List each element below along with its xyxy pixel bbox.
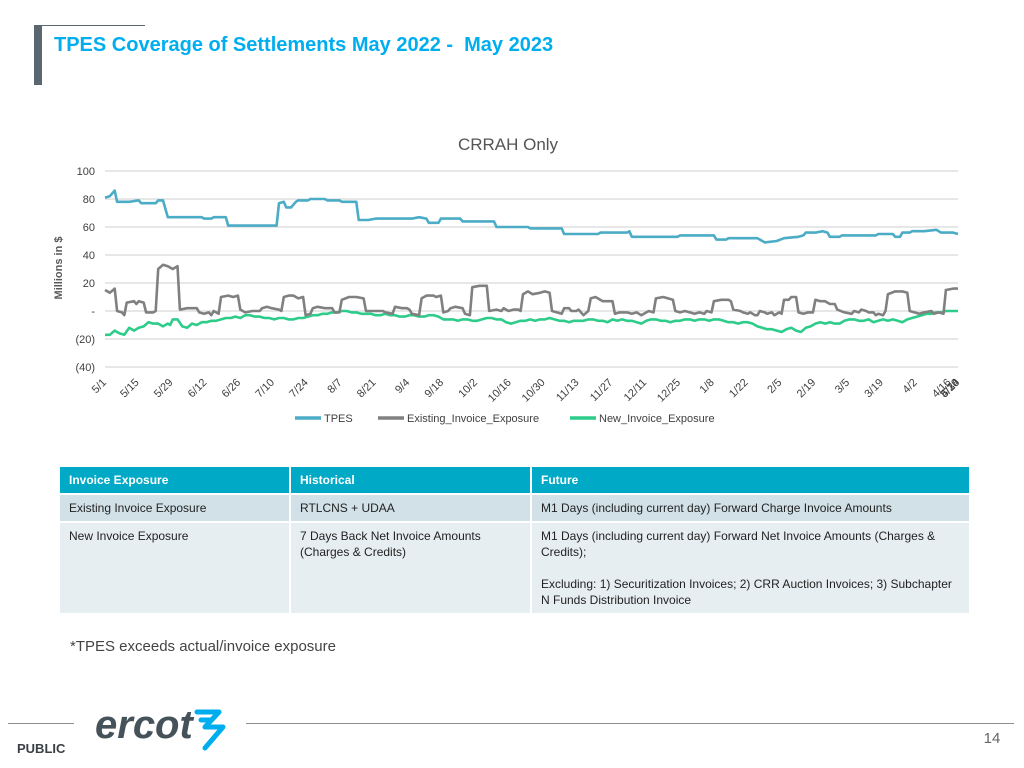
title-accent-bar (34, 25, 42, 85)
table-cell: M1 Days (including current day) Forward … (532, 495, 969, 521)
series-line-new-invoice-exposure (105, 309, 958, 337)
footnote: *TPES exceeds actual/invoice exposure (70, 638, 336, 655)
y-tick-label: 20 (83, 278, 95, 290)
x-tick-label: 1/8 (698, 377, 717, 396)
y-tick-label: - (91, 306, 95, 318)
table-cell: RTLCNS + UDAA (291, 495, 530, 521)
chart-title: CRRAH Only (458, 135, 559, 154)
x-tick-label: 8/7 (325, 377, 344, 396)
table-row: New Invoice Exposure 7 Days Back Net Inv… (60, 523, 969, 613)
y-tick-label: 40 (83, 250, 95, 262)
table-header-future: Future (532, 467, 969, 493)
x-tick-label: 9/4 (393, 377, 412, 396)
x-tick-label: 5/1 (90, 377, 109, 396)
invoice-exposure-table: Invoice Exposure Historical Future Exist… (58, 465, 971, 615)
x-tick-label: 2/5 (765, 377, 784, 396)
x-tick-label: 3/5 (833, 377, 852, 396)
chart-legend: TPES Existing_Invoice_Exposure New_Invoice… (295, 413, 715, 425)
legend-label: TPES (324, 413, 353, 425)
table-header-invoice-exposure: Invoice Exposure (60, 467, 289, 493)
crrah-line-chart: CRRAH Only Millions in $ 100 80 60 40 20 - (20… (53, 135, 962, 425)
table-header-row: Invoice Exposure Historical Future (60, 467, 969, 493)
y-tick-label: 100 (77, 166, 95, 178)
x-tick-label: 8/21 (355, 377, 379, 401)
x-tick-label: 10/16 (486, 377, 514, 405)
table-cell: 7 Days Back Net Invoice Amounts (Charges… (291, 523, 530, 613)
x-tick-label: 3/19 (862, 377, 886, 401)
table-header-historical: Historical (291, 467, 530, 493)
x-tick-label: 7/24 (287, 377, 311, 401)
x-tick-label: 6/12 (186, 377, 210, 401)
x-tick-label: 7/10 (253, 377, 277, 401)
classification-label: PUBLIC (17, 741, 66, 756)
slide-title: TPES Coverage of Settlements May 2022 - … (54, 34, 554, 56)
x-tick-label: 4/2 (901, 377, 920, 396)
x-tick-label: 9/18 (423, 377, 447, 401)
footer-divider-right (246, 723, 1014, 724)
legend-label: Existing_Invoice_Exposure (407, 413, 539, 425)
x-tick-label: 10/30 (520, 377, 548, 405)
chart-series-lines (104, 189, 959, 337)
table-row: Existing Invoice Exposure RTLCNS + UDAA … (60, 495, 969, 521)
footer-divider-left (8, 723, 74, 724)
series-line-existing-invoice-exposure (104, 263, 958, 317)
table-cell-future-new: M1 Days (including current day) Forward … (532, 523, 969, 613)
x-tick-label: 12/25 (655, 377, 683, 405)
x-tick-label: 5/29 (152, 377, 176, 401)
y-tick-label: (40) (75, 362, 95, 374)
ercot-logo: ercot (95, 703, 226, 751)
y-tick-label: 60 (83, 222, 95, 234)
y-axis-label: Millions in $ (53, 237, 65, 300)
legend-label: New_Invoice_Exposure (599, 413, 715, 425)
title-accent-line (42, 25, 145, 26)
lightning-bolt-icon (194, 709, 226, 751)
page-number: 14 (983, 730, 1001, 747)
x-tick-label: 10/2 (456, 377, 480, 401)
table-cell-text: M1 Days (including current day) Forward … (541, 529, 936, 559)
x-tick-label: 11/13 (554, 377, 581, 404)
x-tick-label: 6/26 (220, 377, 244, 401)
y-tick-label: (20) (75, 334, 95, 346)
chart-gridlines (105, 170, 958, 368)
table-cell: New Invoice Exposure (60, 523, 289, 613)
x-tick-label: 11/27 (588, 377, 615, 404)
x-tick-label: 12/11 (622, 377, 649, 404)
y-axis-ticks: 100 80 60 40 20 - (20) (40) (75, 166, 95, 374)
y-tick-label: 80 (83, 194, 95, 206)
x-axis-ticks: 5/1 5/15 5/29 6/12 6/26 7/10 7/24 8/7 8/21 9/4 9/1… (90, 377, 962, 405)
series-line-tpes (104, 189, 959, 244)
table-cell-exclusions: Excluding: 1) Securitization Invoices; 2… (541, 577, 952, 607)
x-tick-label: 5/15 (118, 377, 142, 401)
x-tick-label: 2/19 (795, 377, 819, 401)
ercot-logo-wordmark: ercot (95, 703, 194, 747)
table-cell: Existing Invoice Exposure (60, 495, 289, 521)
x-tick-label: 1/22 (727, 377, 751, 401)
